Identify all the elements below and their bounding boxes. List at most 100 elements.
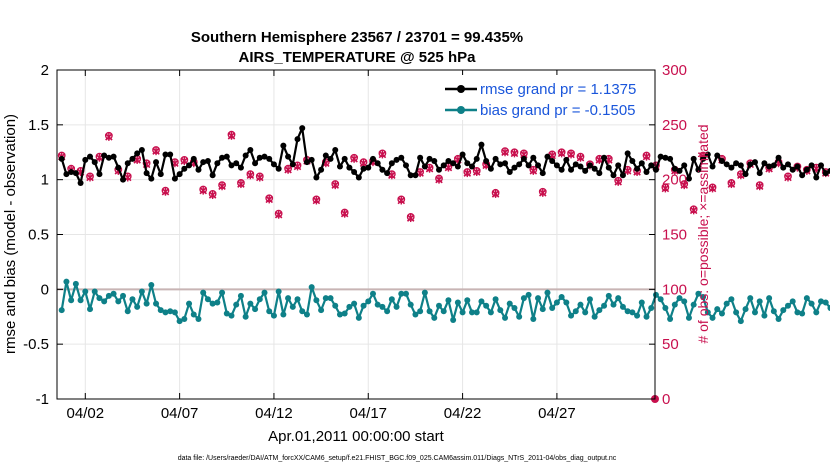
obs-assimilated-point bbox=[227, 131, 236, 140]
legend-bias-marker bbox=[457, 106, 465, 114]
rmse-point bbox=[728, 164, 735, 171]
x-tick-label: 04/22 bbox=[444, 405, 482, 422]
bias-point bbox=[242, 313, 249, 320]
bias-point bbox=[167, 308, 174, 315]
bias-point bbox=[355, 314, 362, 321]
bias-point bbox=[303, 311, 310, 318]
bias-point bbox=[398, 290, 405, 297]
rmse-point bbox=[572, 161, 579, 168]
bias-point bbox=[751, 309, 758, 316]
rmse-point bbox=[115, 164, 122, 171]
obs-assimilated-point bbox=[265, 195, 273, 204]
y-tick-label: 1.5 bbox=[28, 117, 49, 134]
bias-point bbox=[336, 311, 343, 318]
rmse-point bbox=[299, 125, 306, 132]
rmse-point bbox=[473, 155, 480, 162]
bias-point bbox=[459, 309, 466, 316]
rmse-point bbox=[756, 170, 763, 177]
bias-point bbox=[96, 295, 103, 302]
rmse-point bbox=[129, 155, 136, 162]
bias-point bbox=[171, 309, 178, 316]
x-axis-label: Apr.01,2011 00:00:00 start bbox=[268, 428, 445, 445]
rmse-point bbox=[525, 162, 532, 169]
rmse-point bbox=[544, 153, 551, 160]
rmse-point bbox=[87, 153, 94, 160]
rmse-point bbox=[464, 160, 471, 167]
x-tick-label: 04/07 bbox=[161, 405, 199, 422]
obs-assimilated-point bbox=[350, 154, 358, 163]
bias-point bbox=[351, 300, 358, 307]
bias-point bbox=[186, 300, 193, 307]
bias-point bbox=[789, 298, 796, 305]
bias-point bbox=[341, 310, 348, 317]
bias-point bbox=[549, 304, 556, 311]
rmse-point bbox=[285, 153, 292, 160]
bias-point bbox=[657, 296, 664, 303]
bias-point bbox=[181, 315, 188, 322]
bias-point bbox=[643, 313, 650, 320]
obs-assimilated-point bbox=[435, 175, 443, 184]
rmse-point bbox=[794, 163, 801, 170]
rmse-point bbox=[459, 151, 466, 158]
bias-point bbox=[266, 308, 273, 315]
rmse-point bbox=[407, 172, 414, 179]
bias-point bbox=[91, 288, 98, 295]
bias-point bbox=[138, 288, 145, 295]
bias-point bbox=[502, 314, 509, 321]
bias-point bbox=[101, 298, 108, 305]
bias-point bbox=[445, 297, 452, 304]
rmse-point bbox=[327, 155, 334, 162]
rmse-point bbox=[322, 152, 329, 159]
bias-point bbox=[685, 314, 692, 321]
rmse-point bbox=[563, 156, 570, 163]
rmse-point bbox=[723, 161, 730, 168]
rmse-point bbox=[393, 156, 400, 163]
rmse-point bbox=[478, 141, 485, 148]
rmse-point bbox=[289, 161, 296, 168]
rmse-point bbox=[818, 162, 825, 169]
rmse-point bbox=[648, 162, 655, 169]
rmse-point bbox=[737, 162, 744, 169]
obs-assimilated-point bbox=[105, 132, 113, 141]
rmse-point bbox=[643, 168, 650, 175]
bias-point bbox=[379, 303, 386, 310]
rmse-point bbox=[219, 154, 226, 161]
rmse-point bbox=[143, 170, 150, 177]
bias-point bbox=[591, 313, 598, 320]
chart-title-line2: AIRS_TEMPERATURE @ 525 hPa bbox=[239, 49, 477, 66]
rmse-point bbox=[502, 160, 509, 167]
bias-point bbox=[247, 300, 254, 307]
obs-assimilated-point bbox=[331, 181, 340, 190]
rmse-point bbox=[789, 166, 796, 173]
rmse-point bbox=[162, 151, 169, 158]
bias-point bbox=[148, 281, 155, 288]
obs-assimilated-point bbox=[312, 196, 321, 205]
rmse-point bbox=[586, 162, 593, 169]
bias-point bbox=[506, 300, 513, 307]
rmse-point bbox=[530, 154, 537, 161]
rmse-point bbox=[63, 171, 70, 178]
rmse-point bbox=[619, 172, 626, 179]
obs-assimilated-point bbox=[661, 184, 670, 193]
bias-point bbox=[68, 297, 75, 304]
bias-point bbox=[601, 302, 608, 309]
bias-point bbox=[619, 303, 626, 310]
bias-point bbox=[596, 307, 603, 314]
bias-point bbox=[110, 290, 117, 297]
y2-tick-label: 100 bbox=[662, 281, 687, 298]
rmse-point bbox=[596, 170, 603, 177]
legend-rmse-marker bbox=[457, 85, 465, 93]
bias-point bbox=[497, 307, 504, 314]
y-tick-label: -0.5 bbox=[23, 336, 49, 353]
rmse-point bbox=[506, 168, 513, 175]
bias-point bbox=[374, 301, 381, 308]
rmse-point bbox=[124, 160, 131, 167]
obs-assimilated-point bbox=[199, 186, 207, 195]
bias-point bbox=[209, 300, 216, 307]
bias-point bbox=[204, 296, 211, 303]
bias-point bbox=[393, 303, 400, 310]
rmse-point bbox=[223, 153, 230, 160]
rmse-point bbox=[275, 165, 282, 172]
bias-point bbox=[766, 295, 773, 302]
bias-point bbox=[327, 295, 334, 302]
